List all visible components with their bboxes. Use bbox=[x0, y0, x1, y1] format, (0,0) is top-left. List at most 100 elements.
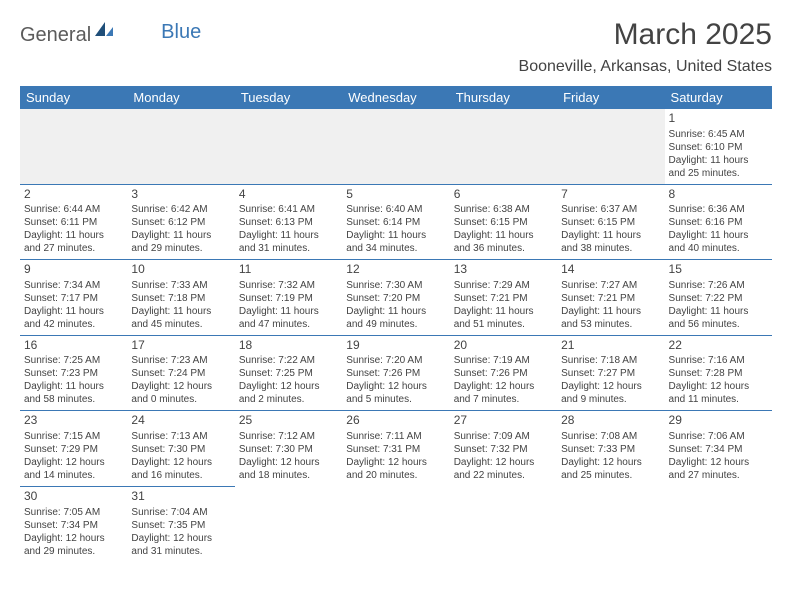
calendar-day-cell bbox=[557, 109, 664, 184]
day-sunrise: Sunrise: 7:19 AM bbox=[454, 354, 553, 367]
day-number: 27 bbox=[454, 413, 553, 429]
day-sunset: Sunset: 6:15 PM bbox=[561, 216, 660, 229]
calendar-day-cell bbox=[450, 486, 557, 561]
day-sunrise: Sunrise: 6:44 AM bbox=[24, 203, 123, 216]
weekday-header: Monday bbox=[127, 86, 234, 109]
day-number: 29 bbox=[669, 413, 768, 429]
day-dl1: Daylight: 12 hours bbox=[131, 380, 230, 393]
day-number: 17 bbox=[131, 338, 230, 354]
day-dl2: and 27 minutes. bbox=[669, 469, 768, 482]
calendar-day-cell: 24Sunrise: 7:13 AMSunset: 7:30 PMDayligh… bbox=[127, 411, 234, 487]
day-sunrise: Sunrise: 7:33 AM bbox=[131, 279, 230, 292]
calendar-day-cell bbox=[235, 486, 342, 561]
day-dl1: Daylight: 12 hours bbox=[346, 456, 445, 469]
day-number: 8 bbox=[669, 187, 768, 203]
day-dl1: Daylight: 12 hours bbox=[454, 380, 553, 393]
calendar-day-cell: 4Sunrise: 6:41 AMSunset: 6:13 PMDaylight… bbox=[235, 184, 342, 260]
day-number: 2 bbox=[24, 187, 123, 203]
day-dl2: and 16 minutes. bbox=[131, 469, 230, 482]
day-sunset: Sunset: 6:14 PM bbox=[346, 216, 445, 229]
day-dl2: and 40 minutes. bbox=[669, 242, 768, 255]
day-number: 22 bbox=[669, 338, 768, 354]
day-sunrise: Sunrise: 7:29 AM bbox=[454, 279, 553, 292]
day-number: 7 bbox=[561, 187, 660, 203]
calendar-day-cell: 30Sunrise: 7:05 AMSunset: 7:34 PMDayligh… bbox=[20, 486, 127, 561]
calendar-week-row: 1Sunrise: 6:45 AMSunset: 6:10 PMDaylight… bbox=[20, 109, 772, 184]
day-dl1: Daylight: 11 hours bbox=[346, 305, 445, 318]
day-sunrise: Sunrise: 7:12 AM bbox=[239, 430, 338, 443]
day-sunset: Sunset: 7:34 PM bbox=[669, 443, 768, 456]
day-dl2: and 45 minutes. bbox=[131, 318, 230, 331]
day-number: 18 bbox=[239, 338, 338, 354]
day-dl2: and 20 minutes. bbox=[346, 469, 445, 482]
day-dl2: and 58 minutes. bbox=[24, 393, 123, 406]
calendar-day-cell: 17Sunrise: 7:23 AMSunset: 7:24 PMDayligh… bbox=[127, 335, 234, 411]
day-number: 3 bbox=[131, 187, 230, 203]
calendar-table: Sunday Monday Tuesday Wednesday Thursday… bbox=[20, 86, 772, 562]
calendar-day-cell bbox=[557, 486, 664, 561]
calendar-week-row: 30Sunrise: 7:05 AMSunset: 7:34 PMDayligh… bbox=[20, 486, 772, 561]
day-dl2: and 29 minutes. bbox=[131, 242, 230, 255]
day-dl2: and 14 minutes. bbox=[24, 469, 123, 482]
day-sunrise: Sunrise: 7:06 AM bbox=[669, 430, 768, 443]
calendar-day-cell: 15Sunrise: 7:26 AMSunset: 7:22 PMDayligh… bbox=[665, 260, 772, 336]
day-dl1: Daylight: 11 hours bbox=[24, 229, 123, 242]
day-dl1: Daylight: 12 hours bbox=[561, 380, 660, 393]
day-sunrise: Sunrise: 7:20 AM bbox=[346, 354, 445, 367]
day-sunset: Sunset: 7:27 PM bbox=[561, 367, 660, 380]
day-dl1: Daylight: 11 hours bbox=[24, 305, 123, 318]
header: General Blue March 2025 Booneville, Arka… bbox=[20, 18, 772, 76]
day-sunrise: Sunrise: 7:26 AM bbox=[669, 279, 768, 292]
calendar-day-cell: 13Sunrise: 7:29 AMSunset: 7:21 PMDayligh… bbox=[450, 260, 557, 336]
calendar-day-cell: 21Sunrise: 7:18 AMSunset: 7:27 PMDayligh… bbox=[557, 335, 664, 411]
day-dl2: and 27 minutes. bbox=[24, 242, 123, 255]
day-dl1: Daylight: 11 hours bbox=[24, 380, 123, 393]
day-sunset: Sunset: 6:12 PM bbox=[131, 216, 230, 229]
day-number: 6 bbox=[454, 187, 553, 203]
day-number: 26 bbox=[346, 413, 445, 429]
day-sunset: Sunset: 7:18 PM bbox=[131, 292, 230, 305]
day-sunrise: Sunrise: 7:08 AM bbox=[561, 430, 660, 443]
day-number: 12 bbox=[346, 262, 445, 278]
day-sunset: Sunset: 6:11 PM bbox=[24, 216, 123, 229]
day-dl1: Daylight: 12 hours bbox=[346, 380, 445, 393]
day-dl1: Daylight: 12 hours bbox=[454, 456, 553, 469]
day-dl2: and 5 minutes. bbox=[346, 393, 445, 406]
day-sunrise: Sunrise: 7:18 AM bbox=[561, 354, 660, 367]
calendar-day-cell: 6Sunrise: 6:38 AMSunset: 6:15 PMDaylight… bbox=[450, 184, 557, 260]
day-dl2: and 18 minutes. bbox=[239, 469, 338, 482]
day-sunrise: Sunrise: 7:05 AM bbox=[24, 506, 123, 519]
day-number: 1 bbox=[669, 111, 768, 127]
day-sunset: Sunset: 7:31 PM bbox=[346, 443, 445, 456]
weekday-header: Tuesday bbox=[235, 86, 342, 109]
day-dl1: Daylight: 12 hours bbox=[131, 532, 230, 545]
day-sunset: Sunset: 6:10 PM bbox=[669, 141, 768, 154]
calendar-day-cell bbox=[235, 109, 342, 184]
day-sunrise: Sunrise: 7:30 AM bbox=[346, 279, 445, 292]
day-dl2: and 42 minutes. bbox=[24, 318, 123, 331]
day-dl1: Daylight: 11 hours bbox=[239, 229, 338, 242]
day-number: 16 bbox=[24, 338, 123, 354]
day-sunrise: Sunrise: 7:27 AM bbox=[561, 279, 660, 292]
calendar-day-cell: 19Sunrise: 7:20 AMSunset: 7:26 PMDayligh… bbox=[342, 335, 449, 411]
weekday-header: Wednesday bbox=[342, 86, 449, 109]
calendar-day-cell bbox=[342, 486, 449, 561]
day-dl2: and 22 minutes. bbox=[454, 469, 553, 482]
day-sunset: Sunset: 7:21 PM bbox=[454, 292, 553, 305]
day-sunrise: Sunrise: 6:37 AM bbox=[561, 203, 660, 216]
month-title: March 2025 bbox=[519, 18, 772, 52]
day-number: 10 bbox=[131, 262, 230, 278]
calendar-day-cell: 3Sunrise: 6:42 AMSunset: 6:12 PMDaylight… bbox=[127, 184, 234, 260]
day-number: 20 bbox=[454, 338, 553, 354]
day-dl2: and 2 minutes. bbox=[239, 393, 338, 406]
day-dl2: and 29 minutes. bbox=[24, 545, 123, 558]
day-sunset: Sunset: 7:23 PM bbox=[24, 367, 123, 380]
day-number: 23 bbox=[24, 413, 123, 429]
day-sunrise: Sunrise: 7:09 AM bbox=[454, 430, 553, 443]
calendar-day-cell: 1Sunrise: 6:45 AMSunset: 6:10 PMDaylight… bbox=[665, 109, 772, 184]
calendar-day-cell: 26Sunrise: 7:11 AMSunset: 7:31 PMDayligh… bbox=[342, 411, 449, 487]
calendar-day-cell: 9Sunrise: 7:34 AMSunset: 7:17 PMDaylight… bbox=[20, 260, 127, 336]
day-dl1: Daylight: 12 hours bbox=[24, 456, 123, 469]
title-block: March 2025 Booneville, Arkansas, United … bbox=[519, 18, 772, 76]
day-number: 28 bbox=[561, 413, 660, 429]
